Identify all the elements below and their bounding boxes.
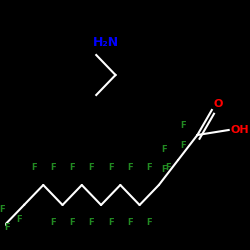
Text: O: O (213, 99, 222, 109)
Text: OH: OH (230, 125, 249, 135)
Text: F: F (88, 163, 94, 172)
Text: F: F (146, 218, 152, 227)
Text: F: F (127, 218, 133, 227)
Text: F: F (88, 218, 94, 227)
Text: F: F (69, 163, 75, 172)
Text: F: F (108, 218, 114, 227)
Text: F: F (69, 218, 75, 227)
Text: F: F (127, 163, 133, 172)
Text: F: F (161, 166, 166, 174)
Text: F: F (16, 216, 22, 224)
Text: F: F (31, 163, 36, 172)
Text: F: F (0, 206, 5, 214)
Text: F: F (50, 218, 56, 227)
Text: F: F (146, 163, 152, 172)
Text: H₂N: H₂N (93, 36, 119, 49)
Text: F: F (50, 163, 56, 172)
Text: F: F (161, 146, 166, 154)
Text: F: F (166, 163, 171, 172)
Text: F: F (180, 120, 186, 130)
Text: F: F (108, 163, 114, 172)
Text: F: F (180, 140, 186, 149)
Text: F: F (4, 223, 10, 232)
